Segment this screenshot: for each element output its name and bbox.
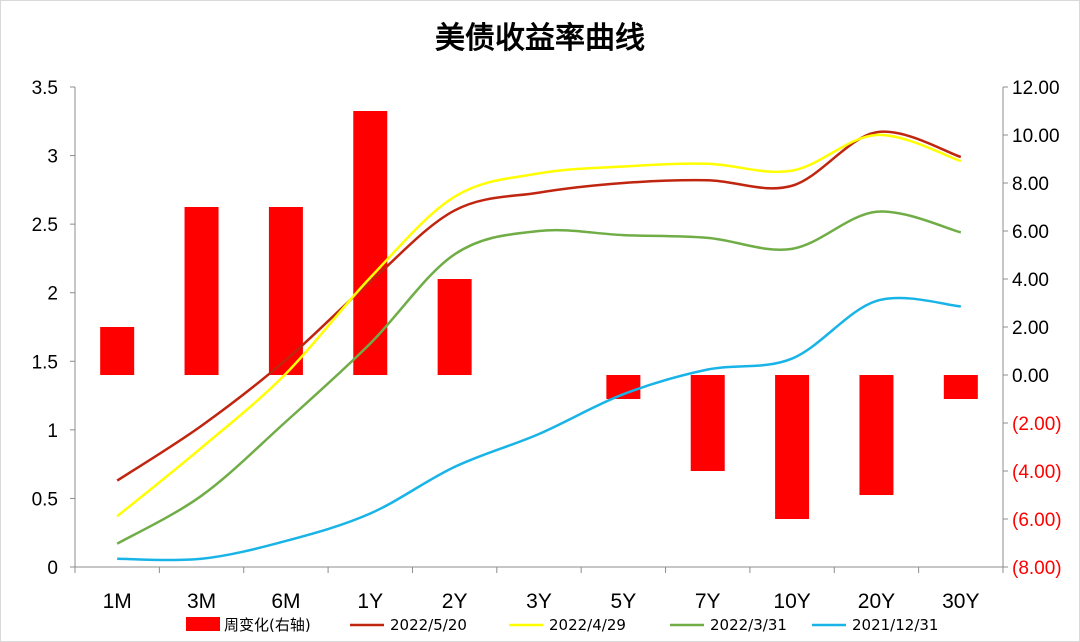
series-line-2022-3-31 (116, 210, 962, 545)
weekly-change-bar-3M (184, 207, 219, 375)
x-tick-label-20Y: 20Y (858, 590, 895, 613)
weekly-change-bar-30Y (943, 375, 978, 399)
series-line-2022-5-20 (116, 130, 962, 482)
x-tick-label-5Y: 5Y (611, 590, 637, 613)
x-tick-label-3Y: 3Y (526, 590, 552, 613)
right-tick-label: (4.00) (1012, 462, 1062, 483)
axes: 0 0.5 1 1.5 2 2.5 3 3.5 (8.00) (6.00) (4.00) (2.00)… (32, 78, 1062, 579)
series-line-2021-12-31 (117, 296, 961, 562)
left-tick-label: 2.5 (32, 215, 58, 236)
x-tick-label-3M: 3M (187, 590, 216, 613)
right-tick-label: 4.00 (1012, 270, 1049, 291)
legend-label-2021-12-31: 2021/12/31 (852, 616, 938, 634)
right-tick-label: (6.00) (1012, 510, 1062, 531)
legend-label-bars: 周变化(右轴) (224, 616, 311, 634)
x-tick-label-6M: 6M (271, 590, 300, 613)
left-tick-label: 1.5 (32, 352, 58, 373)
left-tick-label: 2 (47, 284, 58, 305)
right-tick-label: 0.00 (1012, 366, 1049, 387)
x-tick-label-1Y: 1Y (357, 590, 383, 613)
right-tick-label: (8.00) (1012, 558, 1062, 579)
yield-lines (116, 130, 962, 562)
left-tick-label: 0.5 (32, 489, 58, 510)
weekly-change-bar-6M (268, 207, 303, 375)
legend-label-2022-3-31: 2022/3/31 (710, 616, 787, 634)
weekly-change-bar-1Y (353, 111, 388, 375)
right-tick-label: 2.00 (1012, 318, 1049, 339)
left-tick-label: 1 (47, 421, 58, 442)
legend-label-2022-4-29: 2022/4/29 (549, 616, 626, 634)
weekly-change-bar-7Y (690, 375, 725, 471)
legend-swatch-bars (186, 617, 220, 631)
x-tick-label-7Y: 7Y (695, 590, 721, 613)
left-tick-label: 3 (47, 147, 58, 168)
legend: 周变化(右轴) 2022/5/20 2022/4/29 2022/3/31 2021/1… (186, 616, 938, 634)
series-line-2022-4-29 (116, 133, 962, 518)
weekly-change-bar-2Y (437, 279, 472, 375)
legend-label-2022-5-20: 2022/5/20 (390, 616, 467, 634)
right-tick-label: 12.00 (1012, 78, 1060, 99)
x-tick-label-10Y: 10Y (773, 590, 810, 613)
right-tick-label: 10.00 (1012, 126, 1060, 147)
right-tick-label: 6.00 (1012, 222, 1049, 243)
weekly-change-bar-10Y (775, 375, 810, 519)
x-tick-label-1M: 1M (103, 590, 132, 613)
x-tick-label-2Y: 2Y (442, 590, 468, 613)
weekly-change-bars (100, 111, 978, 519)
right-tick-label: 8.00 (1012, 174, 1049, 195)
weekly-change-bar-20Y (859, 375, 894, 495)
x-axis-ticks: 1M 3M 6M 1Y 2Y 3Y 5Y 7Y 10Y 20Y 30Y (103, 590, 980, 613)
weekly-change-bar-1M (100, 327, 135, 375)
x-tick-label-30Y: 30Y (942, 590, 979, 613)
chart-title: 美债收益率曲线 (435, 21, 645, 56)
left-tick-label: 3.5 (32, 78, 58, 99)
left-tick-label: 0 (47, 558, 58, 579)
right-tick-label: (2.00) (1012, 414, 1062, 435)
